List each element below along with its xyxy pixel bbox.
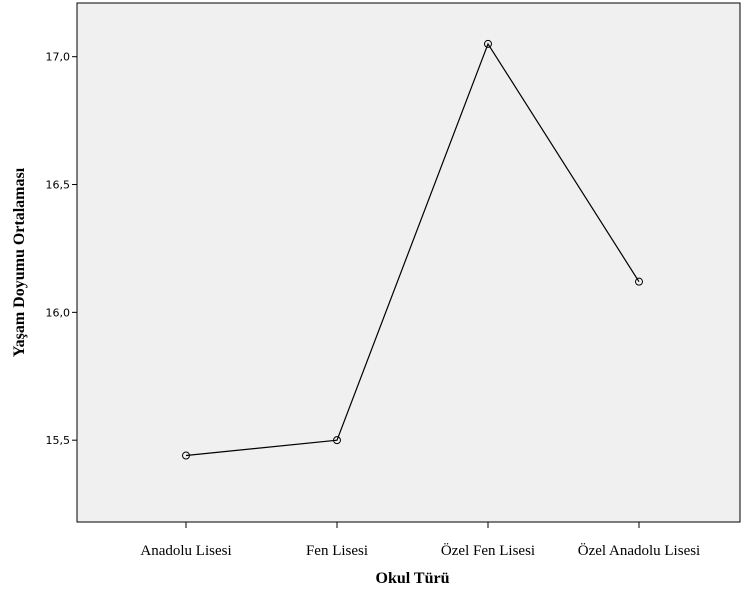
x-axis-ticks: Anadolu Lisesi Fen Lisesi Özel Fen Lisesi Ö… <box>140 522 700 559</box>
y-tick-label: 15,5 <box>46 434 71 447</box>
y-tick-label: 16,5 <box>46 179 71 192</box>
data-points <box>182 39 643 460</box>
x-axis-title: Okul Türü <box>376 570 450 587</box>
x-tick-label: Fen Lisesi <box>306 543 368 559</box>
series-line <box>185 42 640 457</box>
data-point <box>333 436 341 445</box>
y-tick-label: 17,0 <box>46 51 71 64</box>
data-point <box>182 451 190 460</box>
x-tick-label: Anadolu Lisesi <box>140 543 231 559</box>
y-tick-label: 16,0 <box>46 306 71 319</box>
y-axis-title: Yaşam Doyumu Ortalaması <box>11 167 28 357</box>
x-tick-label: Özel Fen Lisesi <box>441 542 535 559</box>
data-point <box>635 277 643 286</box>
data-point <box>484 39 492 48</box>
y-axis-ticks: 15,5 16,0 16,5 17,0 <box>46 51 77 447</box>
x-tick-label: Özel Anadolu Lisesi <box>578 542 700 559</box>
plot-area <box>76 2 741 523</box>
